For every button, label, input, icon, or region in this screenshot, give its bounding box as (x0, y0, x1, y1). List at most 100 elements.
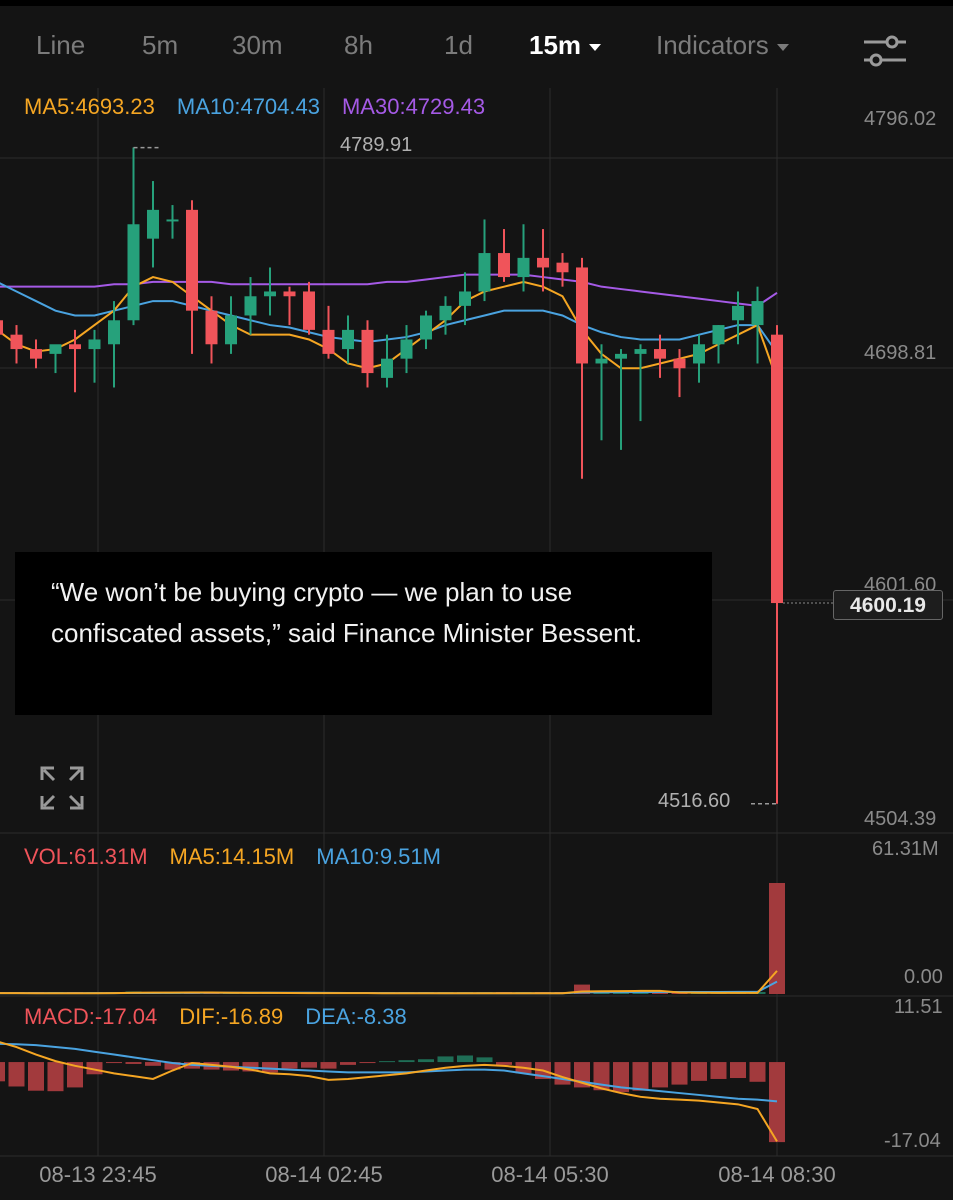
macd-bar (710, 1062, 727, 1079)
tab-5m[interactable]: 5m (142, 30, 179, 60)
current-price-tag: 4600.19 (833, 590, 943, 620)
candle-body (634, 349, 647, 354)
volume-bars (0, 883, 785, 994)
candle-body (0, 320, 3, 335)
tab-indicators-label: Indicators (656, 30, 769, 60)
candles (0, 147, 783, 804)
interval-toolbar: Line 5m 30m 8h 1d 15m Indicators (0, 0, 953, 88)
macd-axis-bottom: -17.04 (884, 1130, 941, 1152)
candle-body (654, 349, 666, 359)
x-label-2: 08-14 05:30 (491, 1162, 609, 1187)
tab-8h[interactable]: 8h (344, 30, 373, 60)
legend-dea: DEA:-8.38 (305, 1004, 407, 1029)
macd-bar (28, 1062, 44, 1091)
macd-bar (262, 1062, 278, 1073)
expand-icon[interactable] (40, 766, 84, 810)
macd-bar (730, 1062, 746, 1079)
candle-body (205, 310, 218, 345)
macd-bar (359, 1062, 376, 1064)
candle-body (303, 291, 315, 330)
volume-ma-lines (0, 970, 778, 995)
ma10-line (0, 282, 778, 354)
candle-body (576, 267, 588, 364)
tab-indicators[interactable]: Indicators (656, 30, 789, 61)
candle-body (108, 320, 120, 345)
candle-body (361, 329, 374, 374)
candle-body (712, 325, 725, 345)
x-label-0: 08-13 23:45 (39, 1162, 157, 1187)
candlestick-chart[interactable] (0, 88, 953, 1200)
candle-body (30, 349, 42, 359)
legend-vol-ma5: MA5:14.15M (169, 844, 295, 869)
candle-body (166, 219, 179, 222)
quote-caption: “We won’t be buying crypto — we plan to … (15, 552, 712, 715)
ma30-line (0, 273, 778, 307)
tab-30m[interactable]: 30m (232, 30, 283, 60)
candle-body (439, 305, 452, 321)
macd-bar (554, 1062, 571, 1085)
macd-lines (0, 1041, 778, 1142)
candle-body (771, 334, 783, 604)
x-label-1: 08-14 02:45 (265, 1162, 383, 1187)
tab-1d[interactable]: 1d (444, 30, 473, 60)
macd-legend: MACD:-17.04 DIF:-16.89 DEA:-8.38 (24, 1004, 429, 1030)
tab-line[interactable]: Line (36, 30, 86, 60)
ma-legend: MA5:4693.23 MA10:4704.43 MA30:4729.43 (24, 94, 507, 120)
tab-15m-label: 15m (529, 30, 582, 60)
candle-body (147, 209, 159, 239)
price-axis-bottom: 4504.39 (864, 808, 937, 830)
volume-axis-top: 61.31M (872, 838, 939, 860)
legend-dif: DIF:-16.89 (179, 1004, 284, 1029)
macd-bar (476, 1057, 493, 1063)
candle-body (342, 329, 354, 350)
macd-bar (691, 1062, 707, 1081)
candle-body (537, 257, 549, 268)
vol-ma5-line (0, 970, 778, 995)
legend-vol-ma10: MA10:9.51M (316, 844, 441, 869)
price-axis-top: 4796.02 (864, 108, 937, 130)
macd-bar (281, 1062, 298, 1069)
volume-axis-bottom: 0.00 (904, 966, 943, 988)
candle-body (478, 253, 491, 292)
candle-body (673, 358, 686, 369)
candle-body (88, 339, 101, 350)
macd-axis-top: 11.51 (894, 996, 943, 1018)
macd-bar (398, 1060, 415, 1063)
macd-bar (125, 1062, 142, 1064)
chevron-down-icon (589, 43, 602, 51)
legend-ma5: MA5:4693.23 (24, 94, 155, 119)
macd-bar (671, 1062, 688, 1085)
candle-body (615, 353, 627, 359)
candle-body (283, 291, 296, 297)
macd-bar (632, 1062, 649, 1091)
macd-bar (8, 1062, 25, 1087)
candle-body (517, 257, 530, 278)
macd-bar (164, 1062, 181, 1070)
candle-body (498, 253, 510, 278)
candle-body (459, 291, 471, 306)
candle-body (10, 334, 23, 350)
macd-histogram (0, 1055, 785, 1143)
macd-bar (418, 1059, 434, 1063)
macd-bar (67, 1062, 83, 1088)
ma-lines (0, 273, 778, 381)
macd-bar (379, 1061, 395, 1063)
chevron-down-icon (776, 43, 789, 51)
macd-bar (106, 1062, 122, 1064)
ma5-line (0, 276, 778, 381)
candle-body (225, 315, 237, 345)
macd-bar (0, 1062, 5, 1082)
legend-vol: VOL:61.31M (24, 844, 148, 869)
macd-bar (340, 1062, 356, 1065)
price-markers (133, 146, 833, 805)
macd-bar (457, 1055, 473, 1063)
candle-body (49, 344, 62, 354)
sliders-icon[interactable] (862, 34, 908, 68)
candle-body (244, 296, 257, 316)
candle-body (381, 358, 393, 378)
macd-bar (749, 1062, 766, 1082)
low-price-label: 4516.60 (658, 790, 731, 812)
tab-15m[interactable]: 15m (529, 30, 602, 61)
volume-legend: VOL:61.31M MA5:14.15M MA10:9.51M (24, 844, 463, 870)
candle-body (127, 224, 140, 321)
